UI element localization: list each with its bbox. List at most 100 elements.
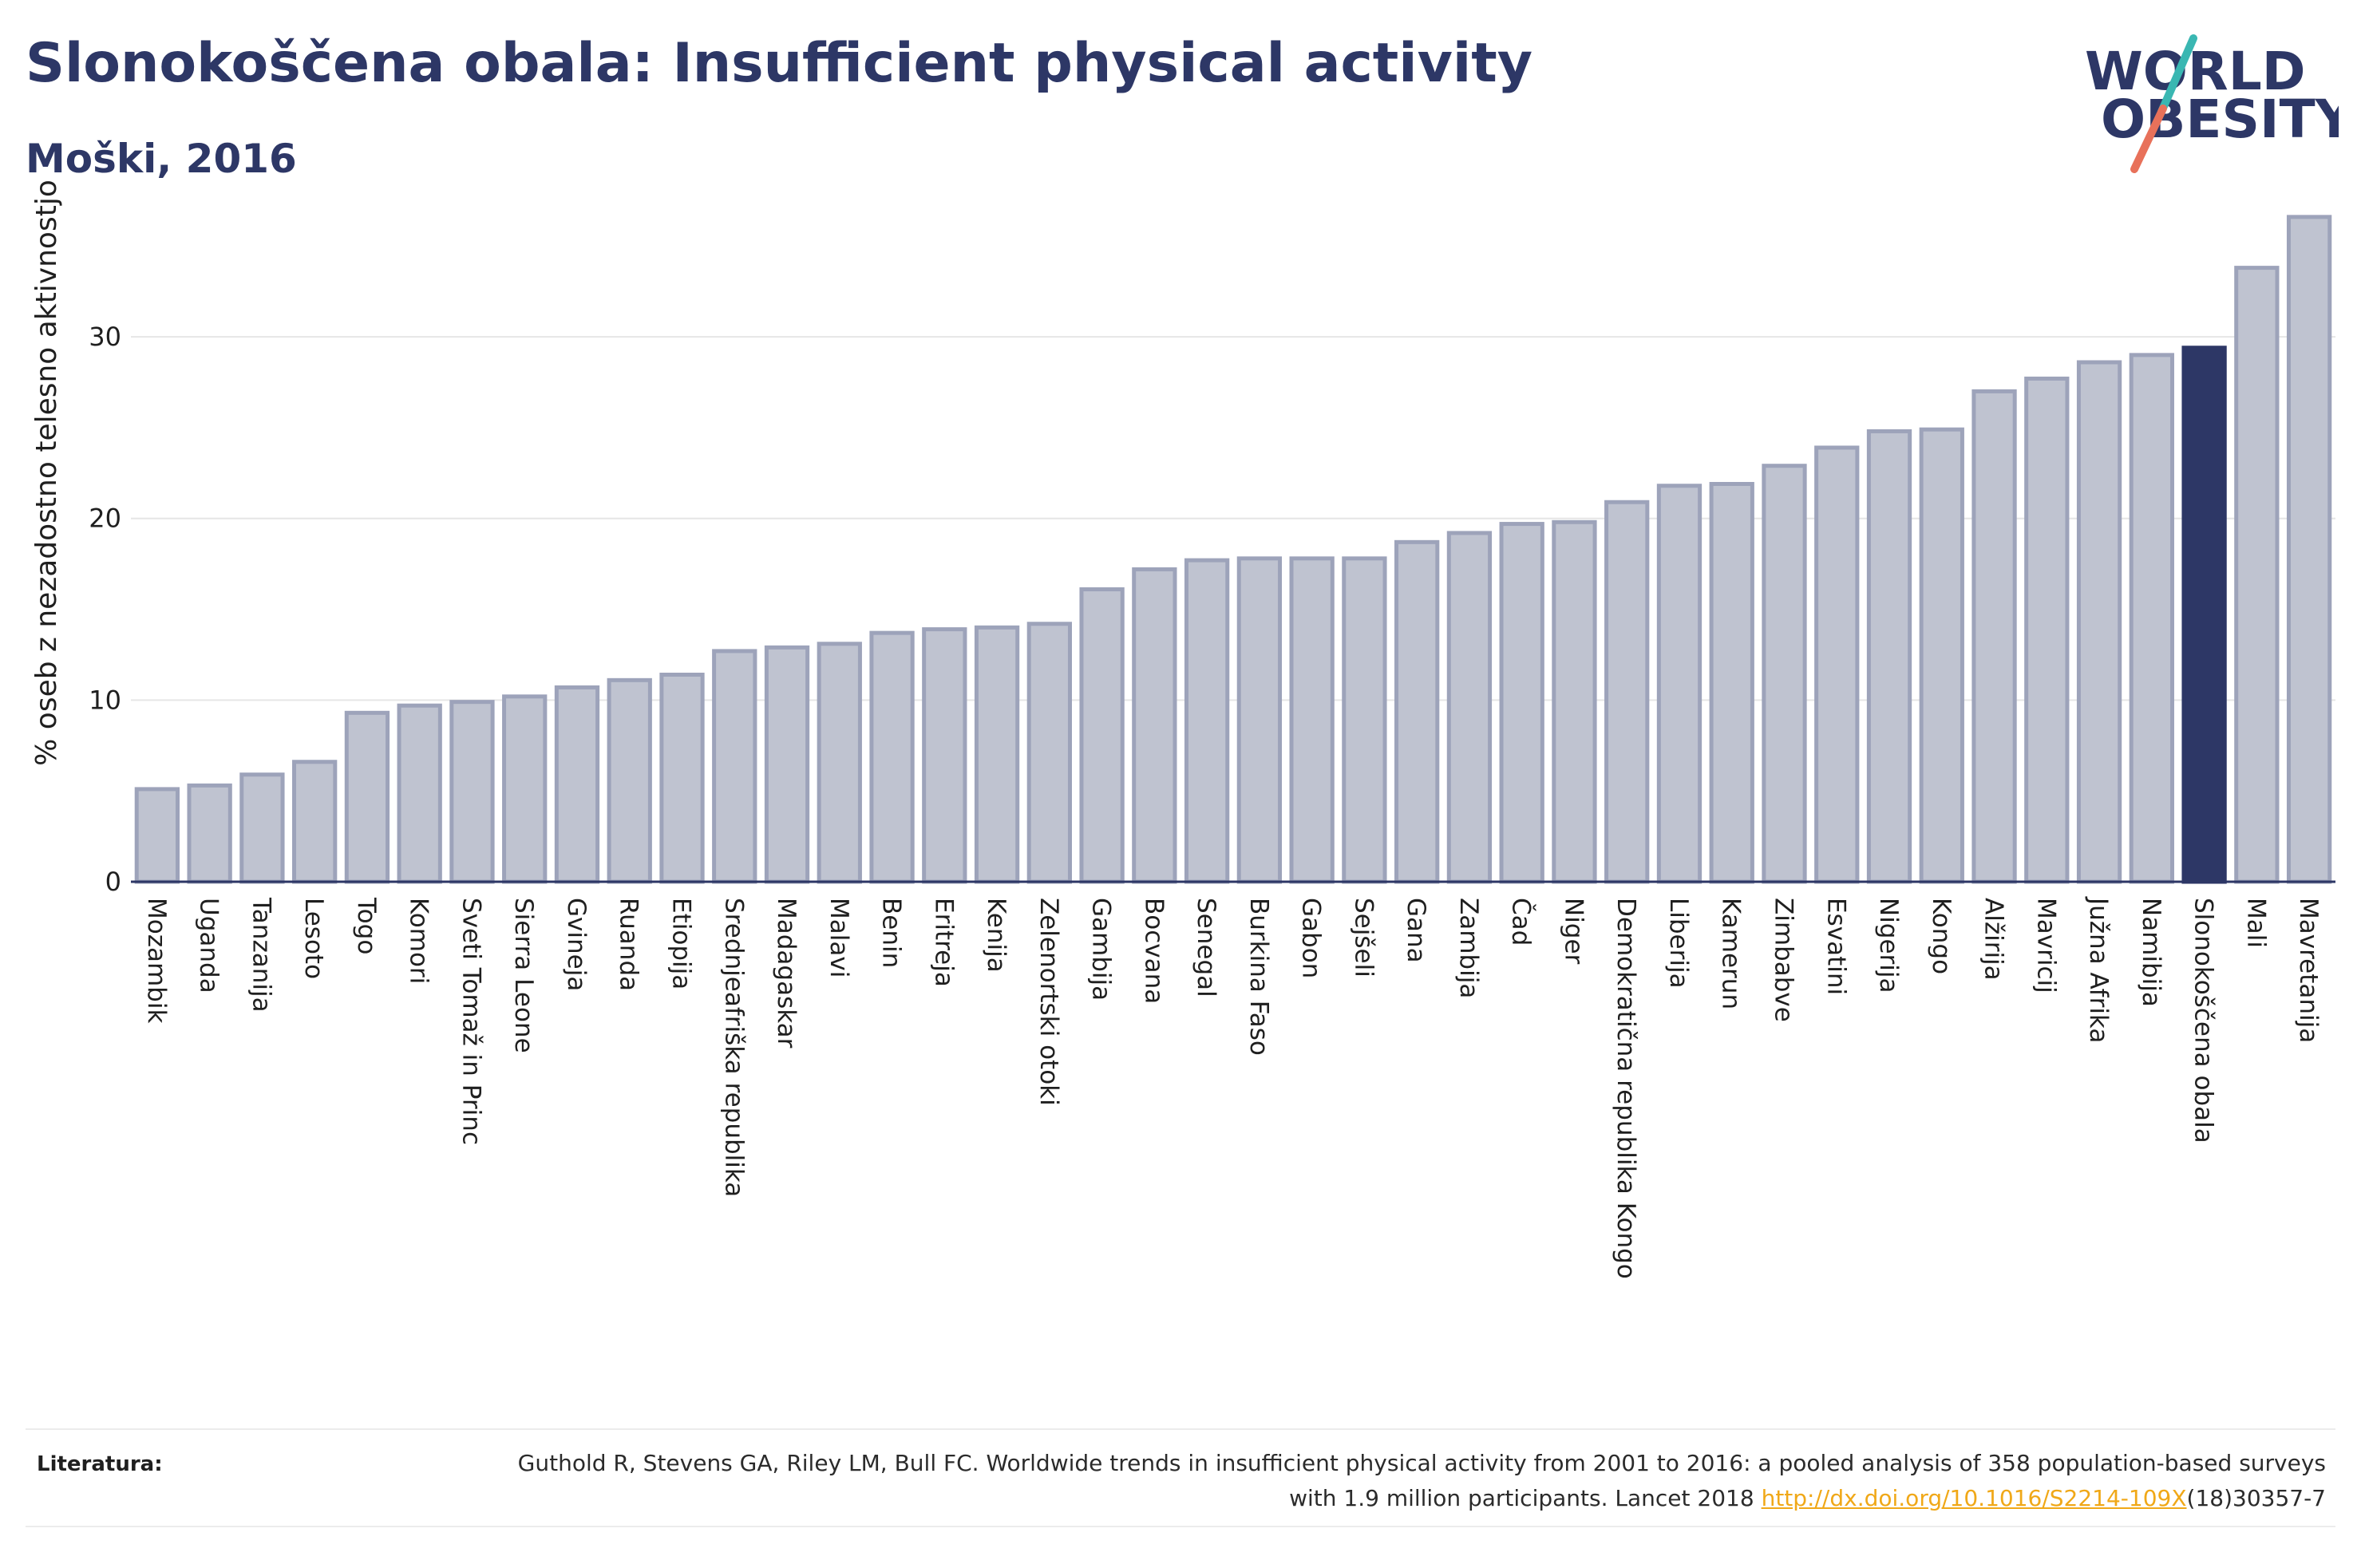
bar <box>1342 556 1387 884</box>
bar <box>1499 522 1544 884</box>
x-category-label: Zimbabve <box>1770 898 1798 1022</box>
bar <box>974 625 1020 884</box>
bar <box>2286 215 2332 884</box>
bar <box>1394 539 1440 884</box>
x-category-label: Namibija <box>2137 898 2165 1007</box>
x-category-label: Burkina Faso <box>1244 898 1273 1056</box>
bar <box>502 694 548 884</box>
x-category-label: Bocvana <box>1139 898 1168 1004</box>
bar <box>1184 558 1230 884</box>
x-category-label: Sveti Tomaž in Princ <box>457 898 485 1145</box>
x-category-label: Niger <box>1559 898 1588 965</box>
bar <box>1604 500 1650 884</box>
x-category-label: Srednjeafriška republika <box>719 898 748 1197</box>
bar <box>449 700 495 884</box>
axes: 0 10 20 30 <box>89 322 2335 897</box>
bar <box>659 673 705 884</box>
bar <box>187 783 232 884</box>
references-bottom-rule <box>26 1526 2335 1527</box>
bar <box>134 787 180 884</box>
x-category-label: Madagaskar <box>772 898 801 1049</box>
bar <box>292 760 338 884</box>
bar <box>607 677 652 884</box>
bar-highlighted <box>2181 346 2227 884</box>
x-category-label: Južna Afrika <box>2084 896 2113 1043</box>
x-category-label: Uganda <box>195 898 223 993</box>
x-category-label: Etiopija <box>667 898 696 989</box>
reference-citation: Guthold R, Stevens GA, Riley LM, Bull FC… <box>517 1450 2326 1511</box>
y-tick-label: 20 <box>89 504 121 534</box>
x-category-label: Ruanda <box>615 898 643 991</box>
x-category-label: Tanzanija <box>247 897 275 1013</box>
x-category-label: Gabon <box>1297 898 1326 978</box>
world-obesity-logo: WORLD OBESITY <box>2085 34 2339 173</box>
y-tick-label: 10 <box>89 685 121 715</box>
logo-slash-top <box>2157 34 2197 116</box>
bar <box>1656 484 1703 884</box>
bar <box>1709 481 1754 884</box>
x-category-label: Liberija <box>1664 898 1693 989</box>
bar <box>869 630 915 884</box>
x-category-label: Mali <box>2241 898 2270 948</box>
x-category-label: Gambija <box>1087 898 1116 1001</box>
x-category-label: Mavricij <box>2031 898 2060 993</box>
bar <box>2129 353 2174 884</box>
x-category-label: Nigerija <box>1874 898 1903 993</box>
x-category-label: Togo <box>352 897 381 954</box>
bar <box>1762 464 1807 884</box>
x-category-label: Eritreja <box>929 898 958 987</box>
y-tick-label: 0 <box>105 867 121 897</box>
logo-text-world: WORLD <box>2085 41 2306 102</box>
bar <box>1236 556 1283 884</box>
bar <box>1971 389 2017 884</box>
x-category-label: Malavi <box>825 898 853 978</box>
x-category-label: Sierra Leone <box>509 898 538 1053</box>
x-category-label: Mavretanija <box>2294 898 2323 1043</box>
chart-subtitle: Moški, 2016 <box>26 136 297 182</box>
reference-doi-suffix: (18)30357-7 <box>2186 1485 2326 1511</box>
x-category-label: Komori <box>405 898 433 984</box>
bars <box>134 215 2332 884</box>
reference-doi-link[interactable]: http://dx.doi.org/10.1016/S2214-109X <box>1761 1485 2187 1511</box>
x-category-label: Slonokoščena obala <box>2189 898 2218 1143</box>
bar <box>1079 587 1125 884</box>
x-category-label: Alžirija <box>1979 898 2008 981</box>
bar <box>344 710 390 884</box>
logo-slash-bottom <box>2130 105 2167 173</box>
x-category-label: Zambija <box>1454 898 1483 998</box>
bar <box>1919 427 1964 884</box>
references-top-rule <box>26 1428 2335 1430</box>
x-category-label: Benin <box>877 898 906 968</box>
x-category-label: Mozambik <box>142 898 171 1023</box>
bar <box>2234 266 2280 884</box>
bar <box>1552 519 1597 884</box>
x-category-label: Gvineja <box>562 898 591 991</box>
x-category-label: Kongo <box>1927 898 1956 974</box>
chart-title: Slonokoščena obala: Insufficient physica… <box>26 32 1533 95</box>
references-text: Guthold R, Stevens GA, Riley LM, Bull FC… <box>490 1446 2326 1516</box>
bar <box>1866 429 1912 884</box>
bar <box>2076 360 2122 884</box>
bar <box>712 649 757 884</box>
bar <box>397 703 442 884</box>
gridlines <box>131 336 2335 701</box>
bar <box>922 627 967 884</box>
bar <box>817 642 862 884</box>
bar-chart: 0 10 20 30 Mozambik Uganda Tanzanija Lesoto Tog… <box>30 180 2335 1279</box>
bar <box>2024 376 2070 884</box>
bar <box>239 772 285 884</box>
x-category-label: Demokratična republika Kongo <box>1612 898 1640 1279</box>
bar <box>554 685 600 884</box>
references-label: Literatura: <box>37 1452 163 1476</box>
x-category-label: Senegal <box>1192 898 1220 997</box>
x-category-label: Sejšeli <box>1349 898 1378 978</box>
x-category-label: Gana <box>1402 898 1430 963</box>
bar <box>1289 556 1335 884</box>
bar <box>1814 445 1860 884</box>
x-category-label: Kamerun <box>1717 898 1746 1009</box>
category-labels: Mozambik Uganda Tanzanija Lesoto Togo Komori S… <box>142 896 2323 1279</box>
bar <box>1026 622 1072 884</box>
x-category-label: Zelenortski otoki <box>1034 898 1063 1106</box>
x-category-label: Lesoto <box>299 898 328 979</box>
logo-text-obesity: OBESITY <box>2101 89 2339 150</box>
